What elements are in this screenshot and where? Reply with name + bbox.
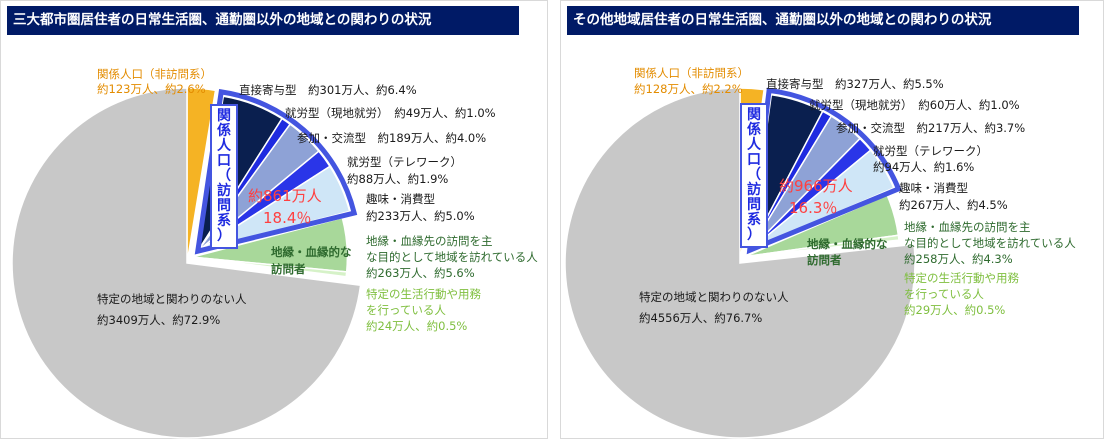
- slice-label-hobby: 趣味・消費型: [899, 181, 968, 195]
- pie-slice-errands: [192, 256, 348, 278]
- chart-title: その他地域居住者の日常生活圏、通勤圏以外の地域との関わりの状況: [567, 6, 1079, 35]
- slice-label-telework: 就労型（テレワーク）: [873, 144, 988, 158]
- slice-label-kin: な目的として地域を訪れている人: [904, 236, 1076, 250]
- slice-label-participation: 参加・交流型 約189万人、約4.0%: [297, 131, 486, 145]
- slice-label-telework: 約88万人、約1.9%: [347, 172, 448, 186]
- visit-group-percent: 18.4％: [263, 209, 311, 227]
- slice-label-none: 特定の地域と関わりのない人: [639, 290, 789, 304]
- chart-title: 三大都市圏居住者の日常生活圏、通勤圏以外の地域との関わりの状況: [7, 6, 519, 35]
- slice-label-errands: 特定の生活行動や用務: [904, 271, 1019, 285]
- kin-group-label: 訪問者: [807, 253, 842, 267]
- slice-label-hobby: 約233万人、約5.0%: [366, 209, 475, 223]
- slice-label-errands: 特定の生活行動や用務: [366, 287, 481, 301]
- slice-label-kin: な目的として地域を訪れている人: [366, 250, 538, 264]
- slice-label-non_visit: 約123万人、約2.6%: [97, 82, 206, 96]
- slice-label-kin: 約258万人、約4.3%: [904, 252, 1013, 266]
- slice-label-errands: 約24万人、約0.5%: [366, 319, 467, 333]
- slice-label-work_local: 就労型（現地就労） 約49万人、約1.0%: [285, 106, 496, 120]
- visit-group-label: 関係人口（訪問系）: [747, 107, 762, 243]
- visit-group-percent: 16.3％: [789, 199, 837, 217]
- kin-group-label: 地縁・血縁的な: [271, 245, 352, 259]
- slice-label-none: 特定の地域と関わりのない人: [97, 292, 247, 306]
- slice-label-non_visit: 関係人口（非訪問系）: [97, 67, 212, 81]
- kin-group-label: 訪問者: [271, 262, 306, 276]
- pie-slice-errands: [744, 234, 900, 258]
- slice-label-errands: を行っている人: [904, 287, 984, 301]
- visit-group-label-box: [210, 104, 238, 249]
- kin-group-label: 地縁・血縁的な: [807, 237, 888, 251]
- visit-group-label-box: [740, 103, 768, 248]
- slice-label-none: 約3409万人、約72.9%: [97, 313, 220, 327]
- slice-label-non_visit: 約128万人、約2.2%: [634, 82, 743, 96]
- slice-label-direct: 直接寄与型 約301万人、約6.4%: [239, 83, 417, 97]
- slice-label-hobby: 趣味・消費型: [366, 192, 435, 206]
- visit-group-total: 約966万人: [779, 177, 853, 195]
- slice-label-kin: 約263万人、約5.6%: [366, 266, 475, 280]
- visit-group-total: 約861万人: [248, 187, 322, 205]
- pie-slice-none: [564, 87, 916, 439]
- slice-label-telework: 約94万人、約1.6%: [873, 160, 974, 174]
- visit-group-outline: [194, 89, 358, 255]
- slice-label-hobby: 約267万人、約4.5%: [899, 198, 1008, 212]
- visit-group-outline: [746, 87, 902, 255]
- visit-group-label: 関係人口（訪問系）: [217, 108, 232, 244]
- slice-label-non_visit: 関係人口（非訪問系）: [634, 66, 749, 80]
- slice-label-direct: 直接寄与型 約327万人、約5.5%: [766, 77, 944, 91]
- slice-label-work_local: 就労型（現地就労） 約60万人、約1.0%: [809, 98, 1020, 112]
- slice-label-errands: 約29万人、約0.5%: [904, 303, 1005, 317]
- slice-label-kin: 地縁・血縁先の訪問を主: [366, 234, 493, 248]
- slice-label-kin: 地縁・血縁先の訪問を主: [904, 220, 1031, 234]
- chart-panel-metro: 三大都市圏居住者の日常生活圏、通勤圏以外の地域との関わりの状況 関係人口（訪問系…: [0, 0, 548, 439]
- slice-label-errands: を行っている人: [366, 303, 446, 317]
- slice-label-participation: 参加・交流型 約217万人、約3.7%: [836, 121, 1025, 135]
- pie-slice-none: [11, 87, 362, 439]
- pie-slice-hobby: [749, 149, 895, 251]
- slice-label-none: 約4556万人、約76.7%: [639, 311, 762, 325]
- slice-label-telework: 就労型（テレワーク）: [347, 155, 462, 169]
- chart-panel-other: その他地域居住者の日常生活圏、通勤圏以外の地域との関わりの状況 関係人口（訪問系…: [560, 0, 1104, 439]
